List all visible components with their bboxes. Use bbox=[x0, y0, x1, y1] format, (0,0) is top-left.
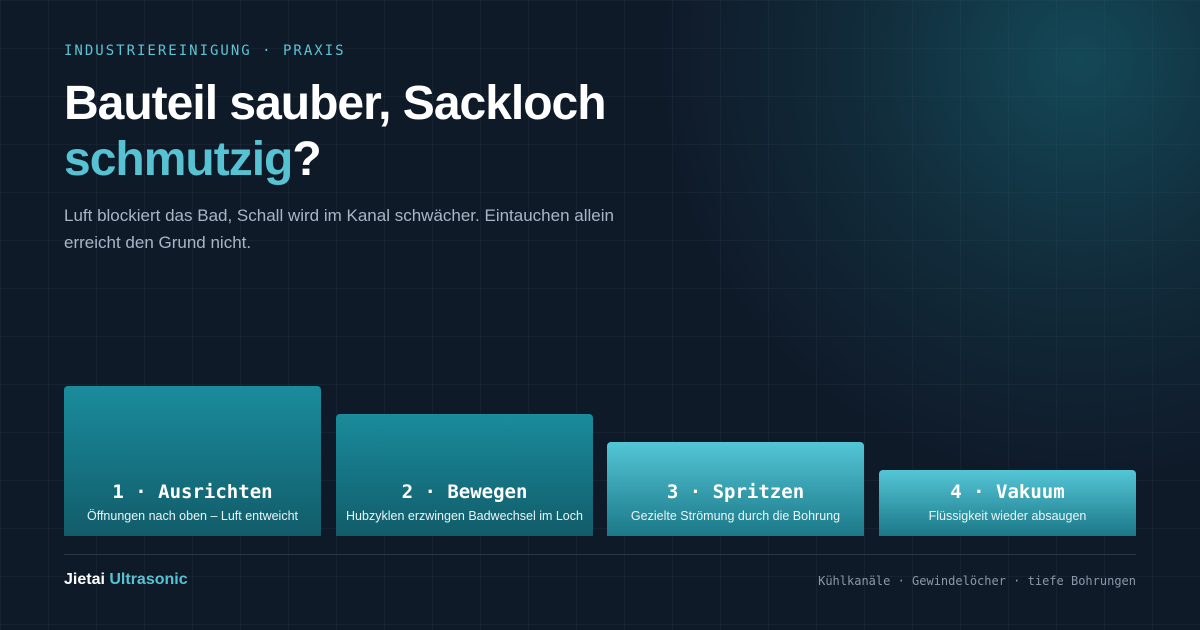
divider bbox=[64, 554, 1136, 555]
step-block: 1 · Ausrichten Öffnungen nach oben – Luft… bbox=[64, 386, 321, 536]
step-block: 2 · Bewegen Hubzyklen erzwingen Badwechse… bbox=[336, 414, 593, 536]
title-main: Bauteil sauber, Sackloch bbox=[64, 77, 607, 130]
brand-highlight: Ultrasonic bbox=[109, 571, 188, 588]
step-block: 4 · Vakuum Flüssigkeit wieder absaugen bbox=[879, 470, 1136, 536]
tags: Kühlkanäle · Gewindelöcher · tiefe Bohru… bbox=[818, 574, 1136, 588]
brand: Jietai Ultrasonic bbox=[64, 571, 188, 589]
step-label: 3 · Spritzen bbox=[666, 481, 805, 503]
step-desc: Flüssigkeit wieder absaugen bbox=[928, 509, 1087, 523]
title-highlight: schmutzig bbox=[64, 133, 293, 186]
step-label: 1 · Ausrichten bbox=[112, 481, 273, 503]
step-desc: Öffnungen nach oben – Luft entweicht bbox=[86, 509, 299, 523]
step-desc: Gezielte Strömung durch die Bohrung bbox=[630, 509, 841, 523]
step-desc: Hubzyklen erzwingen Badwechsel im Loch bbox=[346, 509, 583, 523]
subtitle: Luft blockiert das Bad, Schall wird im K… bbox=[64, 206, 614, 252]
title: Bauteil sauber, Sackloch schmutzig? bbox=[64, 76, 764, 188]
step-block: 3 · Spritzen Gezielte Strömung durch die … bbox=[607, 442, 864, 536]
eyebrow: INDUSTRIEREINIGUNG · PRAXIS bbox=[64, 43, 346, 59]
step-label: 4 · Vakuum bbox=[950, 481, 1065, 503]
step-label: 2 · Bewegen bbox=[401, 481, 528, 503]
brand-name: Jietai bbox=[64, 571, 105, 588]
title-end: ? bbox=[292, 133, 321, 186]
